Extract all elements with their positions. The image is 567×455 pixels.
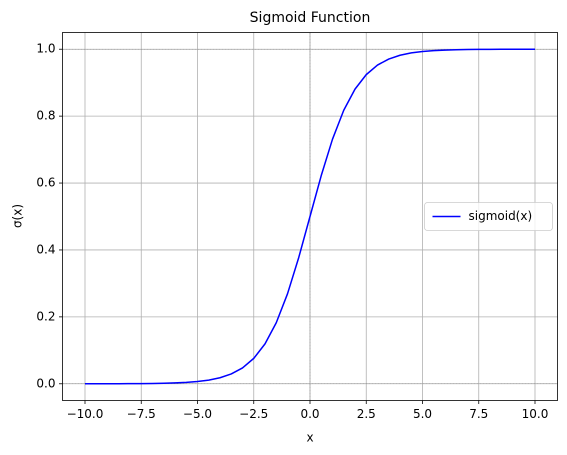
x-tick-label: 5.0	[413, 407, 432, 421]
y-tick-label: 0.6	[36, 176, 55, 190]
plot-frame	[62, 32, 558, 401]
y-tick-label: 0.8	[36, 109, 55, 123]
legend-label: sigmoid(x)	[469, 209, 533, 223]
line	[84, 48, 536, 385]
x-tick-label: 7.5	[469, 407, 488, 421]
x-tick-label: −10.0	[67, 407, 104, 421]
x-tick-label: 2.5	[357, 407, 376, 421]
x-axis-label: x	[306, 431, 313, 445]
chart-title: Sigmoid Function	[250, 10, 371, 26]
y-tick-label: 1.0	[36, 42, 55, 56]
y-tick-label: 0.4	[36, 242, 55, 256]
x-tick-label: −2.5	[239, 407, 268, 421]
y-tick-label: 0.2	[36, 309, 55, 323]
y-tick-label: 0.0	[36, 376, 55, 390]
legend-box	[424, 202, 553, 231]
y-axis-label: σ(x)	[11, 204, 25, 228]
x-tick-label: 0.0	[300, 407, 319, 421]
x-tick-label: 10.0	[522, 407, 549, 421]
x-tick-label: −5.0	[183, 407, 212, 421]
x-tick-label: −7.5	[127, 407, 156, 421]
